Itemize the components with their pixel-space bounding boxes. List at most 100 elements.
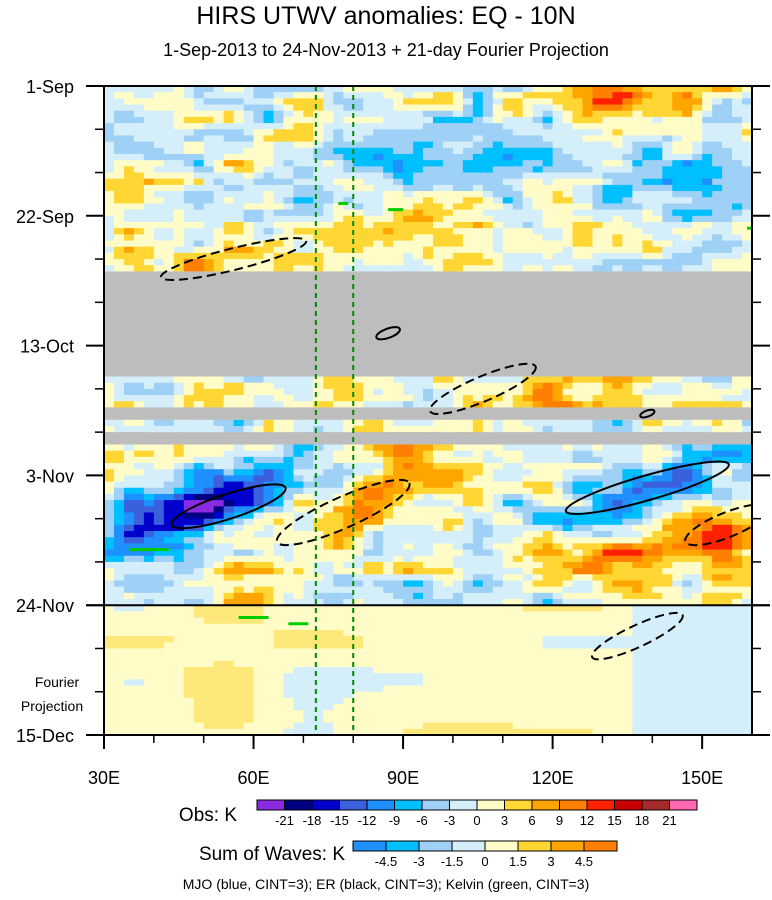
anomaly-cell <box>492 172 504 180</box>
anomaly-cell <box>542 228 554 235</box>
anomaly-cell <box>512 555 524 563</box>
anomaly-cell <box>482 531 494 538</box>
anomaly-cell <box>632 382 643 390</box>
anomaly-cell <box>432 104 444 112</box>
anomaly-cell <box>572 104 584 112</box>
anomaly-cell <box>622 110 633 118</box>
anomaly-cell <box>522 221 534 229</box>
anomaly-cell <box>173 450 185 458</box>
anomaly-cell <box>223 203 235 211</box>
anomaly-cell <box>113 184 125 192</box>
anomaly-cell <box>592 543 604 551</box>
anomaly-cell <box>293 475 304 483</box>
anomaly-cell <box>123 123 135 130</box>
anomaly-cell <box>432 160 444 167</box>
anomaly-cell <box>263 98 275 106</box>
anomaly-cell <box>712 209 723 217</box>
anomaly-cell <box>702 252 713 260</box>
anomaly-cell <box>423 555 434 563</box>
anomaly-cell <box>413 184 424 192</box>
anomaly-cell <box>143 209 155 217</box>
anomaly-cell <box>403 543 414 551</box>
anomaly-cell <box>442 141 454 149</box>
anomaly-cell <box>432 382 444 390</box>
anomaly-cell <box>383 512 394 520</box>
anomaly-cell <box>233 518 245 526</box>
anomaly-cell <box>393 153 404 161</box>
anomaly-cell <box>432 531 444 538</box>
anomaly-cell <box>432 166 444 174</box>
anomaly-cell <box>253 252 265 260</box>
anomaly-cell <box>582 518 594 526</box>
anomaly-cell <box>672 209 683 217</box>
anomaly-cell <box>183 395 195 402</box>
anomaly-cell <box>682 92 693 99</box>
anomaly-cell <box>702 166 713 174</box>
anomaly-cell <box>163 388 175 396</box>
anomaly-cell <box>722 487 733 495</box>
anomaly-cell <box>253 86 265 93</box>
anomaly-cell <box>572 265 584 273</box>
anomaly-cell <box>692 401 703 409</box>
anomaly-cell <box>672 395 683 402</box>
anomaly-cell <box>452 252 464 260</box>
anomaly-cell <box>652 86 663 93</box>
anomaly-cell <box>173 518 185 526</box>
anomaly-cell <box>313 549 324 557</box>
anomaly-cell <box>403 98 414 106</box>
anomaly-cell <box>233 524 245 532</box>
anomaly-cell <box>642 135 653 143</box>
anomaly-cell <box>552 543 564 551</box>
anomaly-cell <box>732 166 743 174</box>
anomaly-cell <box>682 506 693 514</box>
anomaly-cell <box>742 160 752 167</box>
anomaly-cell <box>452 135 464 143</box>
anomaly-cell <box>423 401 434 409</box>
anomaly-cell <box>233 246 245 254</box>
anomaly-cell <box>472 376 484 384</box>
anomaly-cell <box>662 191 673 198</box>
anomaly-cell <box>293 555 304 563</box>
anomaly-cell <box>662 215 673 223</box>
anomaly-cell <box>243 178 255 186</box>
anomaly-cell <box>133 98 145 106</box>
anomaly-cell <box>502 456 514 464</box>
anomaly-cell <box>203 512 215 520</box>
anomaly-cell <box>123 147 135 155</box>
anomaly-cell <box>413 259 424 266</box>
anomaly-cell <box>452 493 464 501</box>
anomaly-cell <box>732 147 743 155</box>
anomaly-cell <box>223 160 235 167</box>
anomaly-cell <box>632 259 643 266</box>
anomaly-cell <box>133 191 145 198</box>
anomaly-cell <box>692 209 703 217</box>
anomaly-cell <box>263 221 275 229</box>
anomaly-cell <box>602 215 614 223</box>
anomaly-cell <box>702 537 713 544</box>
anomaly-cell <box>153 123 165 130</box>
anomaly-cell <box>363 469 374 476</box>
anomaly-cell <box>642 197 653 205</box>
anomaly-cell <box>552 129 564 137</box>
anomaly-cell <box>133 209 145 217</box>
anomaly-cell <box>692 481 703 489</box>
anomaly-cell <box>113 147 125 155</box>
anomaly-cell <box>592 110 604 118</box>
anomaly-cell <box>143 252 155 260</box>
anomaly-cell <box>472 388 484 396</box>
anomaly-cell <box>143 92 155 99</box>
anomaly-cell <box>343 209 354 217</box>
anomaly-cell <box>233 178 245 186</box>
anomaly-cell <box>363 178 374 186</box>
anomaly-cell <box>492 444 504 452</box>
anomaly-cell <box>383 469 394 476</box>
anomaly-cell <box>263 259 275 266</box>
anomaly-cell <box>143 456 155 464</box>
anomaly-cell <box>273 537 285 544</box>
anomaly-cell <box>293 456 304 464</box>
anomaly-cell <box>163 444 175 452</box>
anomaly-cell <box>582 500 594 507</box>
anomaly-cell <box>722 500 733 507</box>
anomaly-cell <box>113 259 125 266</box>
anomaly-cell <box>323 487 334 495</box>
